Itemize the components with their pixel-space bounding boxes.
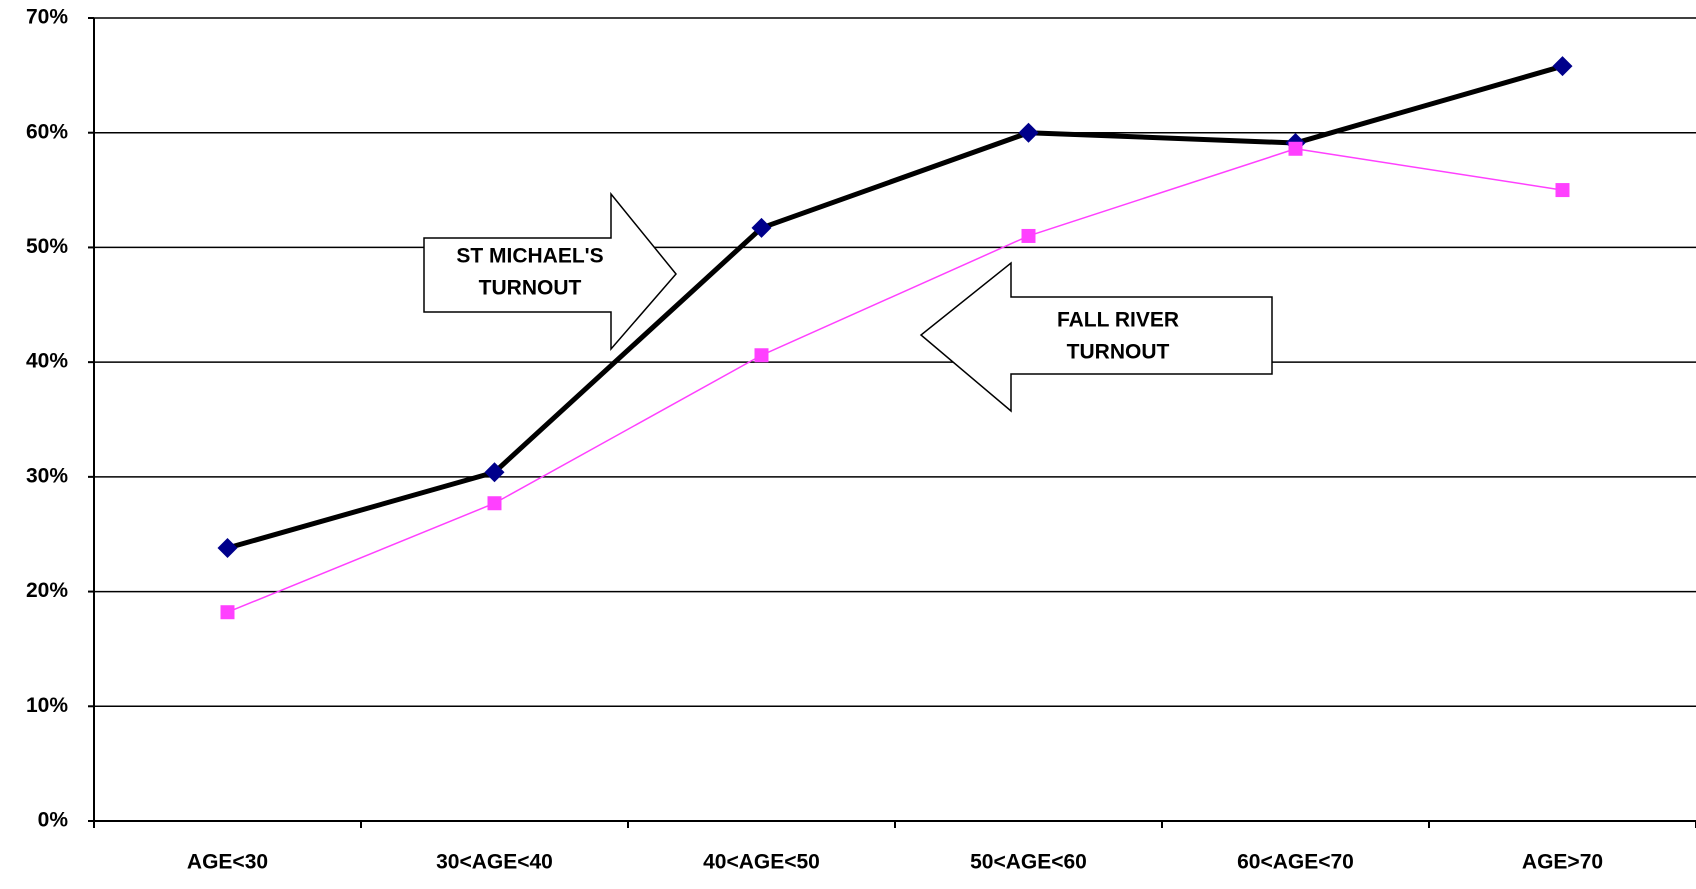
marker	[220, 605, 235, 620]
y-tick-label: 40%	[26, 350, 68, 373]
y-tick-label: 70%	[26, 6, 68, 29]
marker	[484, 462, 505, 483]
x-tick-label: 30<AGE<40	[436, 851, 553, 874]
marker	[217, 537, 238, 558]
x-tick-label: 40<AGE<50	[703, 851, 820, 874]
annotation: TURNOUT	[1067, 341, 1170, 364]
arrow-left	[919, 261, 1273, 413]
marker	[1555, 183, 1570, 198]
x-tick-label: 50<AGE<60	[970, 851, 1087, 874]
x-tick-label: AGE>70	[1522, 851, 1603, 874]
x-tick-label: AGE<30	[187, 851, 268, 874]
y-tick-label: 10%	[26, 694, 68, 717]
annotation: TURNOUT	[479, 277, 582, 300]
y-tick-label: 60%	[26, 120, 68, 143]
marker	[1288, 141, 1303, 156]
annotation: ST MICHAEL'S	[456, 245, 603, 268]
series-line	[227, 148, 1563, 613]
arrow-right	[423, 191, 677, 352]
x-tick-label: 60<AGE<70	[1237, 851, 1354, 874]
annotation: FALL RIVER	[1057, 309, 1179, 332]
marker	[1552, 56, 1573, 77]
y-tick-label: 30%	[26, 464, 68, 487]
marker	[487, 496, 502, 511]
marker	[1021, 228, 1036, 243]
series-line	[226, 63, 1564, 551]
y-tick-label: 20%	[26, 579, 68, 602]
marker	[1018, 122, 1039, 143]
y-tick-label: 50%	[26, 235, 68, 258]
marker	[754, 348, 769, 363]
y-tick-label: 0%	[38, 809, 69, 832]
marker	[751, 217, 772, 238]
